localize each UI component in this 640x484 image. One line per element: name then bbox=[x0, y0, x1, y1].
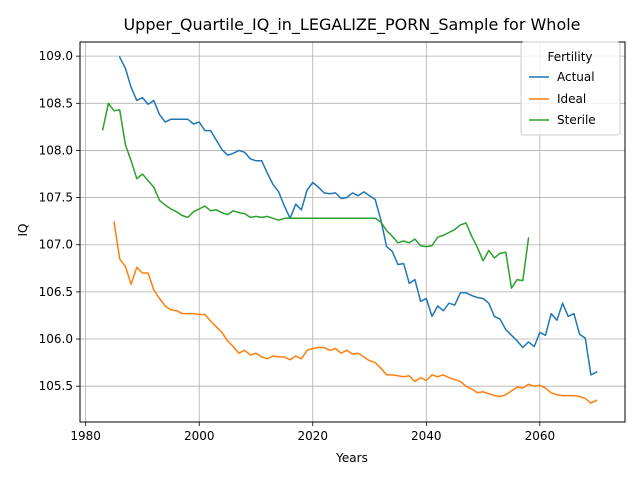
y-tick-label: 106.0 bbox=[39, 332, 73, 346]
plot-frame bbox=[79, 41, 626, 423]
y-tick-label: 106.5 bbox=[39, 285, 73, 299]
y-tick-label: 109.0 bbox=[39, 49, 73, 63]
y-tick-label: 108.0 bbox=[39, 143, 73, 157]
legend-entry-sterile: Sterile bbox=[529, 113, 596, 127]
x-tick-label: 1980 bbox=[70, 429, 101, 443]
x-tick-label: 2040 bbox=[411, 429, 442, 443]
x-axis-label: Years bbox=[335, 451, 368, 465]
legend: Fertility Actual Ideal Sterile bbox=[520, 41, 621, 136]
x-tick-label: 2000 bbox=[184, 429, 215, 443]
x-axis-ticks: 1980 2000 2020 2040 2060 bbox=[70, 422, 555, 443]
y-axis-label: IQ bbox=[16, 224, 30, 237]
legend-box bbox=[520, 41, 621, 136]
legend-title: Fertility bbox=[547, 50, 592, 64]
y-tick-label: 107.5 bbox=[39, 191, 73, 205]
y-tick-label: 107.0 bbox=[39, 238, 73, 252]
series-line-sterile bbox=[101, 102, 530, 289]
y-tick-label: 105.5 bbox=[39, 379, 73, 393]
legend-label-sterile: Sterile bbox=[557, 113, 596, 127]
series-line-actual bbox=[118, 56, 598, 376]
grid-lines bbox=[80, 42, 625, 422]
legend-label-actual: Actual bbox=[557, 70, 595, 84]
series-line-ideal bbox=[113, 221, 598, 404]
y-axis-ticks: 105.5 106.0 106.5 107.0 107.5 108.0 108.5 109.0 bbox=[39, 49, 80, 393]
x-tick-label: 2020 bbox=[297, 429, 328, 443]
legend-label-ideal: Ideal bbox=[557, 92, 586, 106]
chart-title: Upper_Quartile_IQ_in_LEGALIZE_PORN_Sampl… bbox=[123, 15, 580, 35]
legend-entry-actual: Actual bbox=[529, 70, 595, 84]
series-layer bbox=[101, 56, 598, 404]
y-tick-label: 108.5 bbox=[39, 96, 73, 110]
x-tick-label: 2060 bbox=[525, 429, 556, 443]
legend-entry-ideal: Ideal bbox=[529, 92, 586, 106]
